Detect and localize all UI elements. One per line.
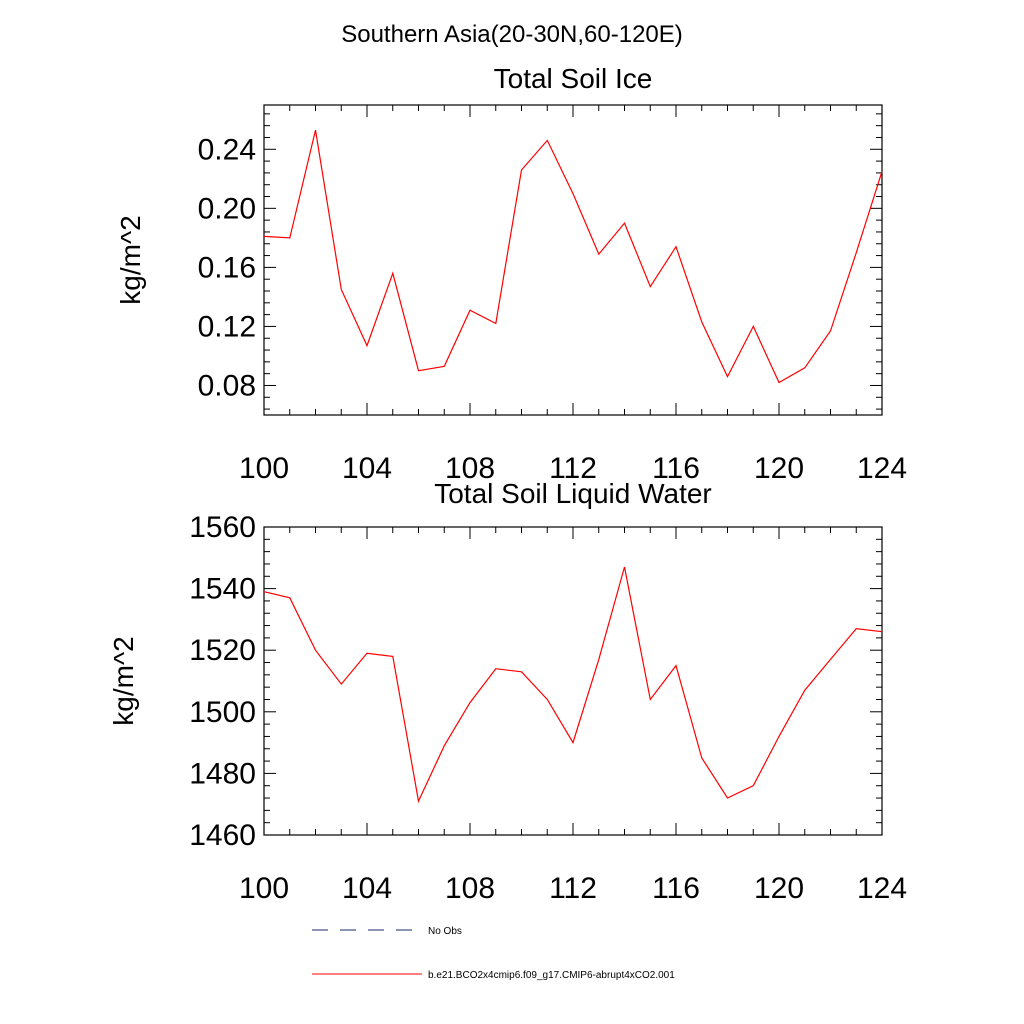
y-tick-label: 0.16 (198, 251, 256, 284)
x-tick-label: 120 (754, 872, 804, 905)
x-tick-label: 116 (652, 452, 700, 485)
legend-label: No Obs (428, 926, 462, 937)
page-title: Southern Asia(20-30N,60-120E) (341, 21, 683, 48)
plot-frame (263, 104, 883, 416)
legend-item: b.e21.BCO2x4cmip6.f09_g17.CMIP6-abrupt4x… (312, 970, 675, 981)
y-tick-label: 1540 (189, 573, 256, 606)
x-tick-label: 120 (754, 452, 804, 485)
y-axis-label: kg/m^2 (108, 636, 139, 725)
legend-item: No Obs (312, 926, 462, 937)
y-tick-label: 1500 (189, 696, 256, 729)
x-tick-label: 100 (239, 872, 289, 905)
x-tick-label: 112 (549, 872, 597, 905)
x-tick-label: 124 (857, 452, 907, 485)
panel-title: Total Soil Liquid Water (434, 478, 712, 509)
x-tick-label: 108 (445, 872, 495, 905)
legend: No Obs b.e21.BCO2x4cmip6.f09_g17.CMIP6-ab… (312, 926, 675, 981)
x-tick-label: 112 (549, 452, 597, 485)
x-tick-label: 124 (857, 872, 907, 905)
plot-frame (263, 526, 883, 836)
x-tick-label: 104 (342, 452, 392, 485)
y-tick-label: 0.20 (198, 192, 256, 225)
chart-panel-2: Total Soil Liquid Water kg/m^2 100 104 108 11… (108, 478, 907, 905)
y-tick-label: 1520 (189, 634, 256, 667)
panel-title: Total Soil Ice (494, 63, 653, 94)
y-tick-label: 0.08 (198, 369, 256, 402)
legend-label: b.e21.BCO2x4cmip6.f09_g17.CMIP6-abrupt4x… (428, 970, 675, 981)
x-tick-label: 108 (445, 452, 495, 485)
y-tick-label: 1460 (189, 819, 256, 852)
series-line (263, 566, 883, 804)
x-tick-label: 100 (239, 452, 289, 485)
x-tick-label: 116 (652, 872, 700, 905)
y-tick-label: 0.12 (198, 310, 256, 343)
y-axis-label: kg/m^2 (115, 215, 146, 304)
y-tick-label: 1560 (189, 511, 256, 544)
x-tick-label: 104 (342, 872, 392, 905)
y-tick-label: 1480 (189, 757, 256, 790)
y-tick-label: 0.24 (198, 133, 256, 166)
chart-panel-1: Total Soil Ice kg/m^2 100 104 108 112 116 120 12… (115, 63, 907, 485)
series-line (263, 129, 883, 384)
